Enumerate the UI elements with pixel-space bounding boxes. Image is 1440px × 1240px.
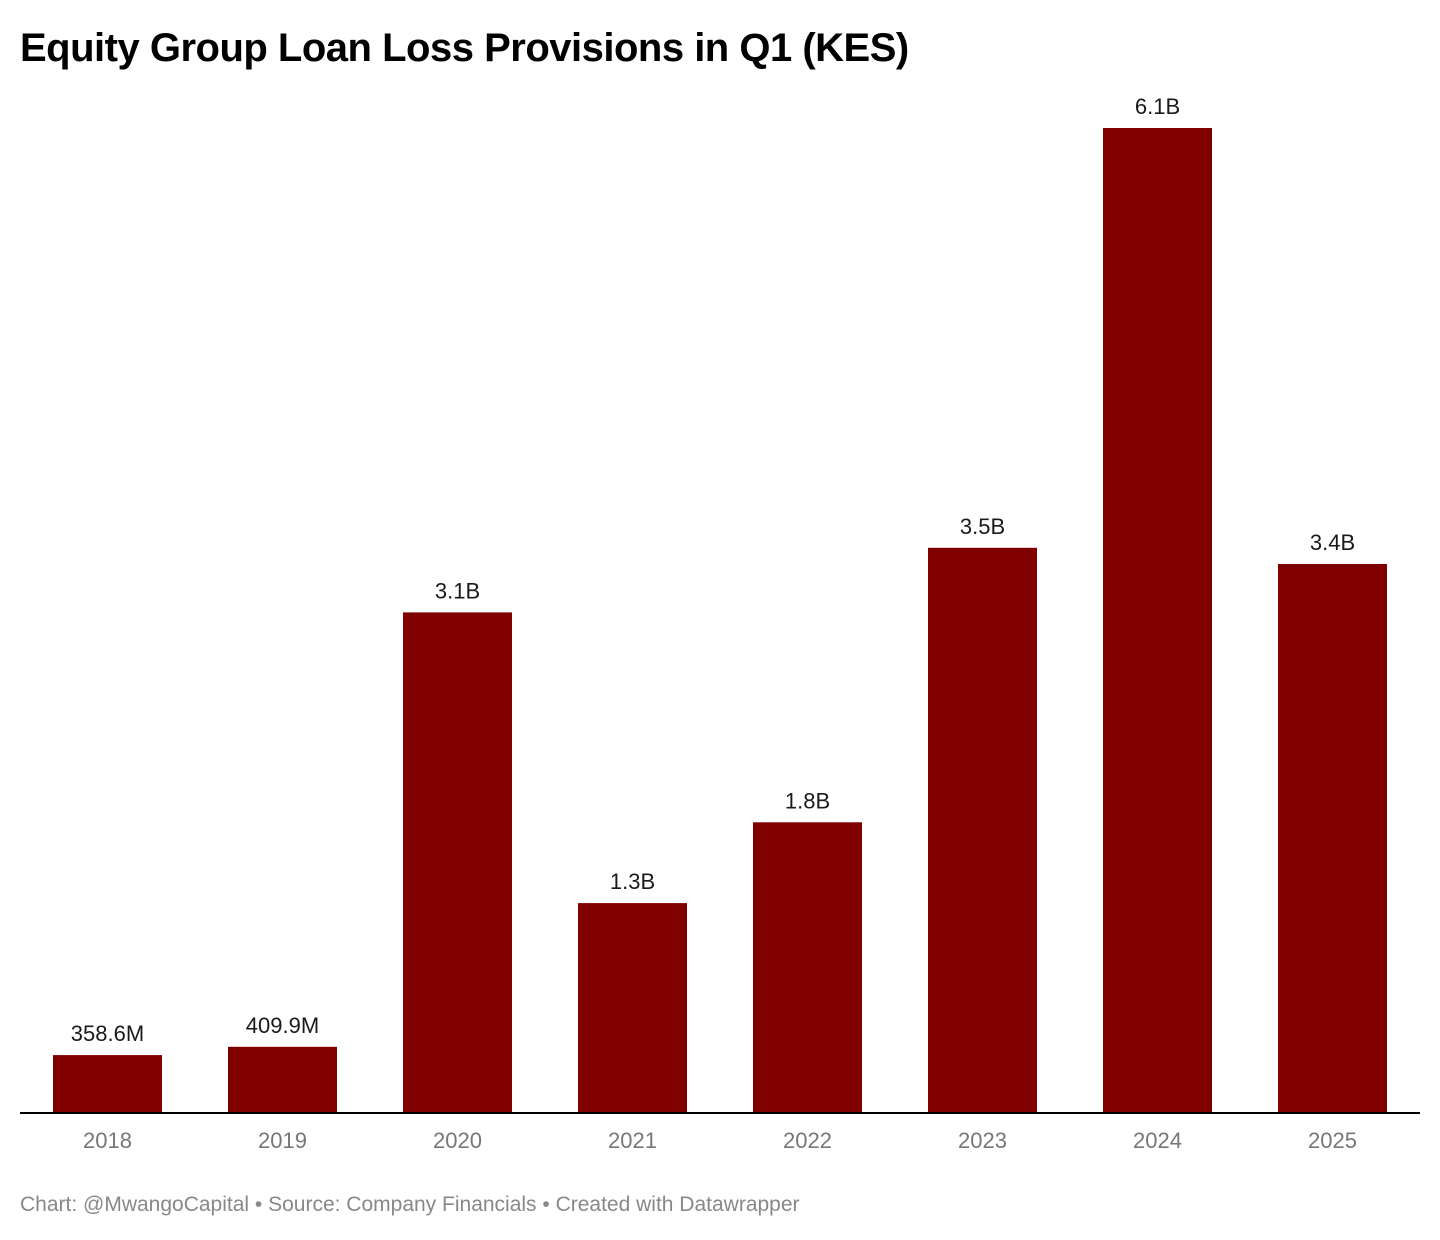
value-label-2022: 1.8B bbox=[785, 788, 830, 813]
value-label-2018: 358.6M bbox=[71, 1021, 144, 1046]
x-tick-label-2021: 2021 bbox=[608, 1128, 657, 1153]
x-tick-label-2020: 2020 bbox=[433, 1128, 482, 1153]
x-tick-label-2023: 2023 bbox=[958, 1128, 1007, 1153]
bar-2019 bbox=[228, 1046, 337, 1113]
bar-2022 bbox=[753, 822, 862, 1113]
bar-2020 bbox=[403, 612, 512, 1113]
x-tick-label-2018: 2018 bbox=[83, 1128, 132, 1153]
bar-2021 bbox=[578, 903, 687, 1113]
value-label-2019: 409.9M bbox=[246, 1013, 319, 1038]
value-label-2021: 1.3B bbox=[610, 869, 655, 894]
bars-layer bbox=[53, 128, 1387, 1113]
bar-2018 bbox=[53, 1055, 162, 1113]
x-tick-label-2024: 2024 bbox=[1133, 1128, 1182, 1153]
value-label-2024: 6.1B bbox=[1135, 94, 1180, 119]
value-label-2023: 3.5B bbox=[960, 514, 1005, 539]
value-label-2020: 3.1B bbox=[435, 578, 480, 603]
bar-2025 bbox=[1278, 564, 1387, 1113]
bar-2024 bbox=[1103, 128, 1212, 1113]
value-labels-layer: 358.6M 409.9M 3.1B 1.3B 1.8B 3.5B 6.1B 3.4B bbox=[71, 94, 1355, 1046]
x-tick-label-2025: 2025 bbox=[1308, 1128, 1357, 1153]
value-label-2025: 3.4B bbox=[1310, 530, 1355, 555]
chart-title: Equity Group Loan Loss Provisions in Q1 … bbox=[20, 26, 909, 70]
x-tick-label-2019: 2019 bbox=[258, 1128, 307, 1153]
x-tick-label-2022: 2022 bbox=[783, 1128, 832, 1153]
bar-2023 bbox=[928, 547, 1037, 1113]
bar-chart: 358.6M 409.9M 3.1B 1.3B 1.8B 3.5B 6.1B 3.4B 201… bbox=[20, 94, 1420, 1153]
chart-footer-credit: Chart: @MwangoCapital • Source: Company … bbox=[20, 1193, 800, 1216]
x-axis-tick-labels: 2018 2019 2020 2021 2022 2023 2024 2025 bbox=[83, 1128, 1357, 1153]
